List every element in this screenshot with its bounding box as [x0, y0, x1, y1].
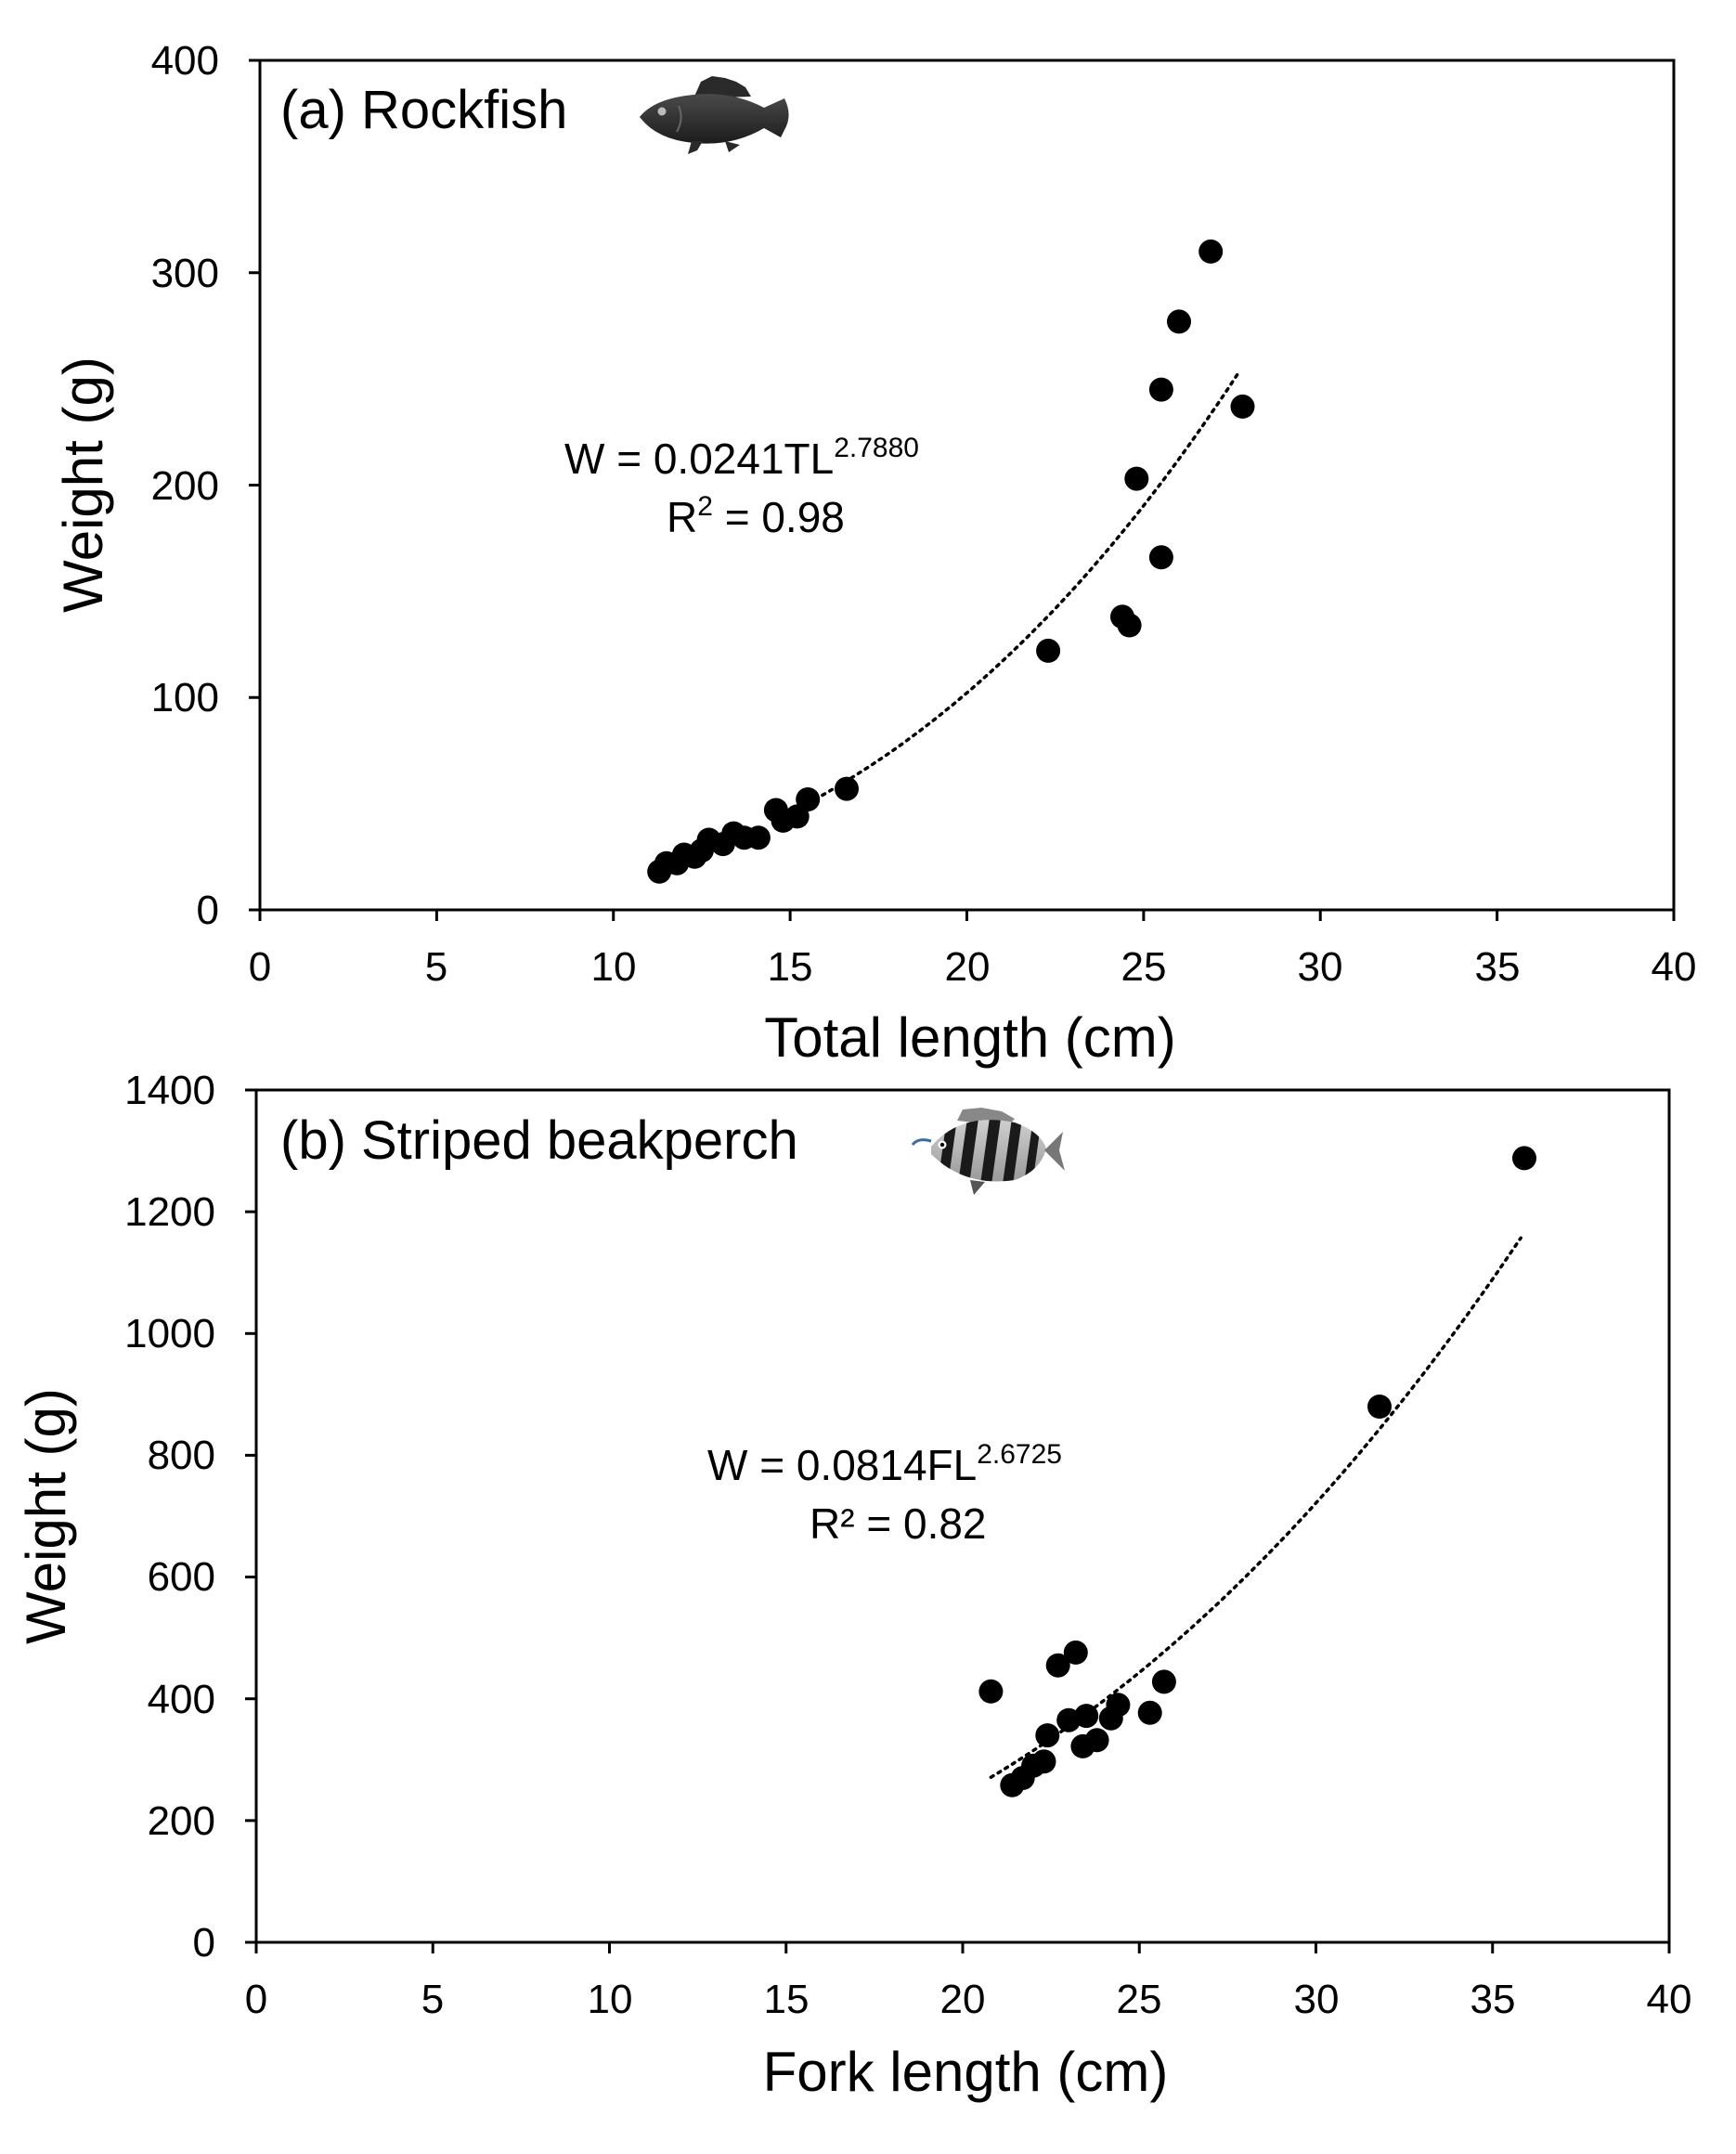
plot-area-frame [258, 58, 1676, 912]
data-point [796, 787, 821, 811]
y-tick-label: 1400 [124, 1068, 215, 1113]
data-point [1106, 1693, 1131, 1718]
x-tick-label: 30 [1294, 1977, 1340, 2022]
data-point [1198, 239, 1224, 264]
equation-text: W = 0.0814FL [707, 1441, 977, 1489]
r-squared-symbol: R [810, 1499, 840, 1548]
x-tick-label: 15 [768, 944, 813, 990]
data-point [1512, 1146, 1536, 1171]
axis-ticks [249, 58, 1676, 921]
data-point [1167, 309, 1191, 334]
r-squared: R² = 0.82 [810, 1499, 987, 1548]
y-tick-label: 200 [151, 463, 219, 509]
y-tick-label: 400 [151, 38, 219, 84]
y-tick-label: 100 [151, 675, 219, 720]
x-tick-label: 0 [245, 1977, 267, 2022]
rockfish-icon [640, 76, 789, 154]
r-squared-symbol: R [667, 493, 697, 541]
panel-title: (b) Striped beakperch [280, 1110, 798, 1171]
regression-equation: W = 0.0814FL2.6725 [707, 1439, 1062, 1489]
data-point [1074, 1704, 1099, 1729]
data-point [1137, 1700, 1162, 1725]
data-points [647, 239, 1255, 884]
data-point [1148, 377, 1173, 402]
r-squared-sup: 2 [697, 491, 713, 522]
data-point [1063, 1640, 1088, 1665]
equation-exponent: 2.6725 [977, 1439, 1062, 1470]
regression-equation: W = 0.0241TL2.7880 [564, 433, 919, 483]
y-tick-label: 0 [197, 888, 219, 933]
data-point [1148, 545, 1173, 570]
trendline [806, 370, 1241, 805]
y-tick-label: 800 [148, 1433, 215, 1478]
y-tick-label: 400 [148, 1677, 215, 1722]
data-point [978, 1679, 1004, 1704]
y-tick-label: 1000 [124, 1311, 215, 1356]
panel-title: (a) Rockfish [280, 80, 567, 140]
striped-beakperch-icon [911, 1108, 1065, 1195]
x-tick-label: 10 [591, 944, 637, 990]
x-tick-label: 40 [1652, 944, 1697, 990]
x-tick-label: 5 [425, 944, 447, 990]
x-tick-label: 15 [764, 1977, 810, 2022]
y-tick-label: 1200 [124, 1189, 215, 1235]
r-squared-value: = 0.82 [855, 1499, 987, 1548]
x-tick-label: 0 [249, 944, 271, 990]
x-tick-label: 40 [1647, 1977, 1692, 2022]
y-axis-title: Weight (g) [15, 1388, 77, 1644]
data-points [978, 1146, 1536, 1797]
x-axis-title: Fork length (cm) [763, 2041, 1169, 2103]
y-axis-title: Weight (g) [52, 357, 114, 613]
data-point [1230, 394, 1255, 419]
data-point [835, 776, 859, 801]
r-squared: R2 = 0.98 [667, 491, 845, 541]
axis-ticks [245, 1088, 1671, 1953]
panel-rockfish: 0 100 200 300 400 0 5 10 15 20 25 30 35 … [52, 38, 1696, 1069]
x-tick-label: 10 [588, 1977, 633, 2022]
equation-text: W = 0.0241TL [564, 435, 834, 483]
data-point [1151, 1669, 1176, 1694]
data-point [1367, 1395, 1392, 1419]
data-point [1045, 1653, 1070, 1678]
data-point [1084, 1728, 1109, 1753]
x-tick-label: 35 [1475, 944, 1521, 990]
x-tick-label: 25 [1117, 1977, 1162, 2022]
x-tick-label: 20 [940, 1977, 986, 2022]
data-point [745, 825, 771, 850]
x-axis-title: Total length (cm) [764, 1006, 1176, 1069]
data-point [1124, 466, 1149, 491]
y-tick-label: 200 [148, 1798, 215, 1844]
trendline [989, 1236, 1522, 1779]
y-tick-label: 0 [193, 1920, 215, 1966]
x-tick-label: 5 [421, 1977, 444, 2022]
x-tick-label: 35 [1470, 1977, 1516, 2022]
data-point [1031, 1749, 1056, 1774]
x-tick-label: 20 [945, 944, 991, 990]
y-tick-label: 600 [148, 1554, 215, 1600]
equation-exponent: 2.7880 [834, 433, 919, 463]
r-squared-value: = 0.98 [713, 493, 845, 541]
x-tick-label: 30 [1298, 944, 1343, 990]
y-tick-label: 300 [151, 251, 219, 296]
data-point [1035, 1723, 1060, 1748]
data-point [1117, 613, 1142, 638]
data-point [1036, 638, 1061, 663]
panel-striped-beakperch: 0 200 400 600 800 1000 1200 1400 0 5 10 … [15, 1068, 1691, 2103]
x-tick-label: 25 [1121, 944, 1167, 990]
r-squared-sup: ² [840, 1499, 854, 1548]
